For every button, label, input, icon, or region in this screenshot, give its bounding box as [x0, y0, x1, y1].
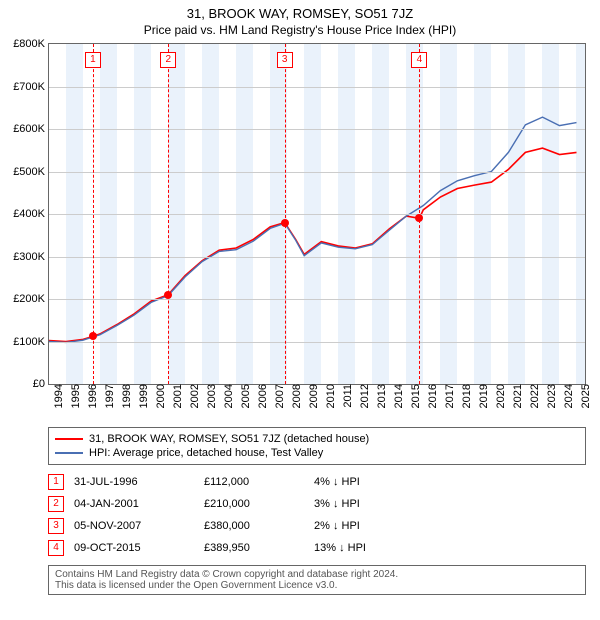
x-axis-label: 2015: [406, 384, 422, 408]
gridline: [49, 342, 585, 343]
x-axis-label: 2009: [304, 384, 320, 408]
x-axis-label: 2003: [202, 384, 218, 408]
legend-label: HPI: Average price, detached house, Test…: [89, 447, 323, 459]
y-axis-label: £100K: [13, 336, 49, 348]
sale-date: 04-JAN-2001: [74, 493, 204, 515]
sale-point-marker: [89, 332, 97, 340]
x-axis-label: 1999: [134, 384, 150, 408]
footer-attribution: Contains HM Land Registry data © Crown c…: [48, 565, 586, 595]
sale-price: £380,000: [204, 515, 314, 537]
sale-reference-marker: 3: [277, 52, 293, 68]
x-axis-label: 2023: [542, 384, 558, 408]
sale-reference-marker: 1: [85, 52, 101, 68]
table-row: 4 09-OCT-2015£389,95013% ↓ HPI: [48, 537, 376, 559]
legend-item: 31, BROOK WAY, ROMSEY, SO51 7JZ (detache…: [55, 432, 579, 446]
sale-index-badge: 2: [48, 496, 64, 512]
x-axis-label: 2004: [219, 384, 235, 408]
sale-date: 31-JUL-1996: [74, 471, 204, 493]
sale-price: £112,000: [204, 471, 314, 493]
sale-reference-marker: 4: [411, 52, 427, 68]
y-axis-label: £200K: [13, 293, 49, 305]
page-title: 31, BROOK WAY, ROMSEY, SO51 7JZ: [0, 0, 600, 21]
legend-label: 31, BROOK WAY, ROMSEY, SO51 7JZ (detache…: [89, 433, 369, 445]
x-axis-label: 2014: [389, 384, 405, 408]
x-axis-label: 2002: [185, 384, 201, 408]
sale-delta: 3% ↓ HPI: [314, 493, 376, 515]
x-axis-label: 2013: [372, 384, 388, 408]
x-axis-label: 2010: [321, 384, 337, 408]
x-axis-label: 2008: [287, 384, 303, 408]
table-row: 3 05-NOV-2007£380,0002% ↓ HPI: [48, 515, 376, 537]
sale-delta: 2% ↓ HPI: [314, 515, 376, 537]
x-axis-label: 2007: [270, 384, 286, 408]
x-axis-label: 1998: [117, 384, 133, 408]
x-axis-label: 2012: [355, 384, 371, 408]
x-axis-label: 2011: [338, 384, 354, 408]
sale-point-marker: [281, 219, 289, 227]
gridline: [49, 87, 585, 88]
gridline: [49, 214, 585, 215]
x-axis-label: 2017: [440, 384, 456, 408]
sale-date: 05-NOV-2007: [74, 515, 204, 537]
sale-reference-line: [168, 44, 169, 384]
x-axis-label: 2024: [559, 384, 575, 408]
series-property: [49, 148, 577, 341]
y-axis-label: £400K: [13, 208, 49, 220]
legend-item: HPI: Average price, detached house, Test…: [55, 446, 579, 460]
y-axis-label: £700K: [13, 81, 49, 93]
x-axis-label: 1996: [83, 384, 99, 408]
sales-table: 1 31-JUL-1996£112,0004% ↓ HPI 2 04-JAN-2001…: [48, 471, 586, 559]
sale-price: £210,000: [204, 493, 314, 515]
x-axis-label: 2021: [508, 384, 524, 408]
y-axis-label: £500K: [13, 166, 49, 178]
sale-point-marker: [164, 291, 172, 299]
x-axis-label: 2006: [253, 384, 269, 408]
y-axis-label: £800K: [13, 38, 49, 50]
x-axis-label: 2000: [151, 384, 167, 408]
x-axis-label: 2020: [491, 384, 507, 408]
chart-legend: 31, BROOK WAY, ROMSEY, SO51 7JZ (detache…: [48, 427, 586, 465]
sale-date: 09-OCT-2015: [74, 537, 204, 559]
x-axis-label: 1995: [66, 384, 82, 408]
gridline: [49, 299, 585, 300]
sale-price: £389,950: [204, 537, 314, 559]
sale-index-badge: 4: [48, 540, 64, 556]
sale-reference-line: [285, 44, 286, 384]
x-axis-label: 2005: [236, 384, 252, 408]
sale-point-marker: [415, 214, 423, 222]
gridline: [49, 257, 585, 258]
x-axis-label: 1997: [100, 384, 116, 408]
sale-index-badge: 3: [48, 518, 64, 534]
x-axis-label: 1994: [49, 384, 65, 408]
y-axis-label: £600K: [13, 123, 49, 135]
page-subtitle: Price paid vs. HM Land Registry's House …: [0, 21, 600, 43]
footer-line-1: Contains HM Land Registry data © Crown c…: [55, 569, 579, 580]
x-axis-label: 2001: [168, 384, 184, 408]
x-axis-label: 2019: [474, 384, 490, 408]
footer-line-2: This data is licensed under the Open Gov…: [55, 580, 579, 591]
x-axis-label: 2025: [576, 384, 592, 408]
sale-delta: 4% ↓ HPI: [314, 471, 376, 493]
x-axis-label: 2016: [423, 384, 439, 408]
x-axis-label: 2018: [457, 384, 473, 408]
legend-swatch: [55, 438, 83, 440]
sale-delta: 13% ↓ HPI: [314, 537, 376, 559]
legend-swatch: [55, 452, 83, 454]
y-axis-label: £0: [33, 378, 49, 390]
x-axis-label: 2022: [525, 384, 541, 408]
series-hpi: [49, 117, 577, 342]
gridline: [49, 172, 585, 173]
sale-reference-marker: 2: [160, 52, 176, 68]
sale-index-badge: 1: [48, 474, 64, 490]
gridline: [49, 129, 585, 130]
table-row: 2 04-JAN-2001£210,0003% ↓ HPI: [48, 493, 376, 515]
y-axis-label: £300K: [13, 251, 49, 263]
table-row: 1 31-JUL-1996£112,0004% ↓ HPI: [48, 471, 376, 493]
price-chart: £0£100K£200K£300K£400K£500K£600K£700K£80…: [48, 43, 586, 385]
